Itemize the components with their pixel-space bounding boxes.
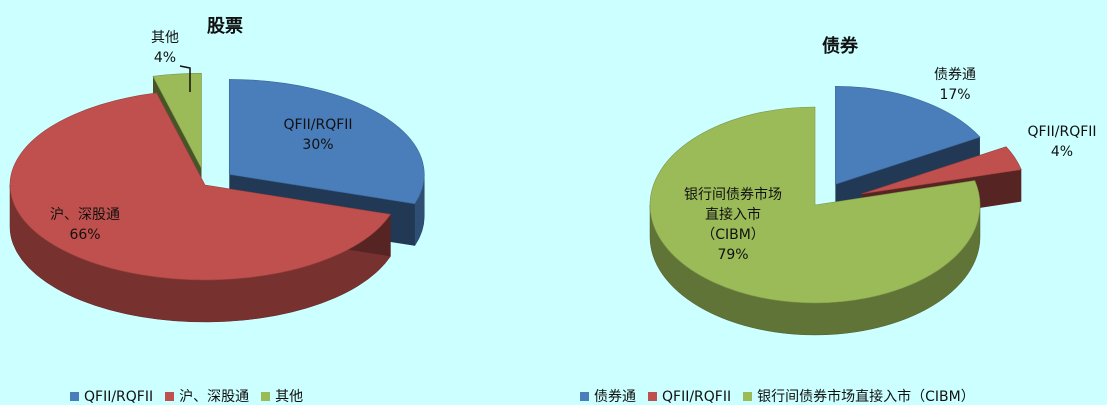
label-category: 其他 (151, 30, 179, 46)
chart-title: 股票 (207, 12, 243, 38)
legend-swatch (580, 392, 589, 401)
legend-swatch (165, 392, 175, 401)
slice (649, 106, 981, 304)
chart-title: 债券 (822, 32, 858, 58)
data-label: 债券通 17% (934, 65, 976, 105)
label-value: 66% (69, 227, 101, 243)
label-value: 30% (302, 137, 334, 153)
label-category: 沪、深股通 (50, 207, 120, 223)
legend-swatch (261, 392, 271, 401)
label-category: QFII/RQFII (1027, 124, 1097, 140)
label-value: 17% (939, 87, 971, 103)
slice (228, 79, 425, 205)
slice-tops (9, 73, 425, 281)
label-category: QFII/RQFII (283, 117, 353, 133)
legend-label: 银行间债券市场直接入市（CIBM） (757, 389, 975, 405)
pie-chart (9, 73, 425, 323)
leader-line (179, 65, 191, 92)
slice (835, 86, 981, 185)
title-text: 股票 (207, 16, 243, 37)
pie-chart (649, 86, 1022, 336)
slice (9, 92, 391, 281)
legend-swatch (70, 392, 79, 401)
slice (152, 73, 202, 169)
legend-label: QFII/RQFII (84, 389, 154, 405)
label-value: 79% (717, 247, 749, 263)
legend-label: 债券通 (594, 389, 636, 405)
legend: QFII/RQFII 沪、深股通 其他 (58, 386, 303, 405)
data-label: 银行间债券市场直接入市（CIBM） 79% (678, 185, 788, 265)
legend-label: 其他 (275, 389, 304, 405)
label-category: 债券通 (934, 67, 976, 83)
data-label: QFII/RQFII 30% (283, 115, 352, 155)
legend-swatch (648, 392, 657, 401)
label-value: 4% (153, 50, 177, 66)
label-value: 4% (1050, 144, 1074, 160)
data-label: 沪、深股通 66% (50, 205, 120, 245)
legend: 债券通 QFII/RQFII 银行间债券市场直接入市（CIBM） (568, 386, 975, 405)
data-label: QFII/RQFII 4% (1027, 122, 1096, 162)
legend-swatch (743, 392, 753, 401)
title-text: 债券 (822, 36, 858, 57)
legend-label: 沪、深股通 (179, 389, 250, 405)
label-category: 银行间债券市场直接入市（CIBM） (684, 187, 782, 243)
legend-label: QFII/RQFII (662, 389, 732, 405)
slice (861, 146, 1022, 195)
data-label: 其他 4% (151, 28, 179, 68)
slice-tops (649, 86, 1022, 304)
